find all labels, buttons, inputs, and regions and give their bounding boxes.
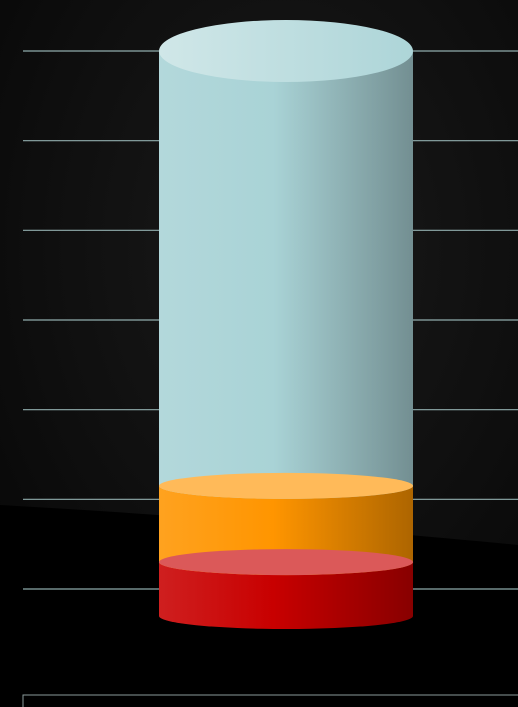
bottom-frame bbox=[22, 694, 518, 707]
cylinder-bar bbox=[159, 20, 413, 629]
bar-segment-3 bbox=[159, 51, 413, 499]
segment-cap-1 bbox=[159, 549, 413, 576]
segment-cap-2 bbox=[159, 472, 413, 499]
bar-segment-1 bbox=[159, 562, 413, 629]
cylinder-top-cap bbox=[159, 20, 413, 82]
